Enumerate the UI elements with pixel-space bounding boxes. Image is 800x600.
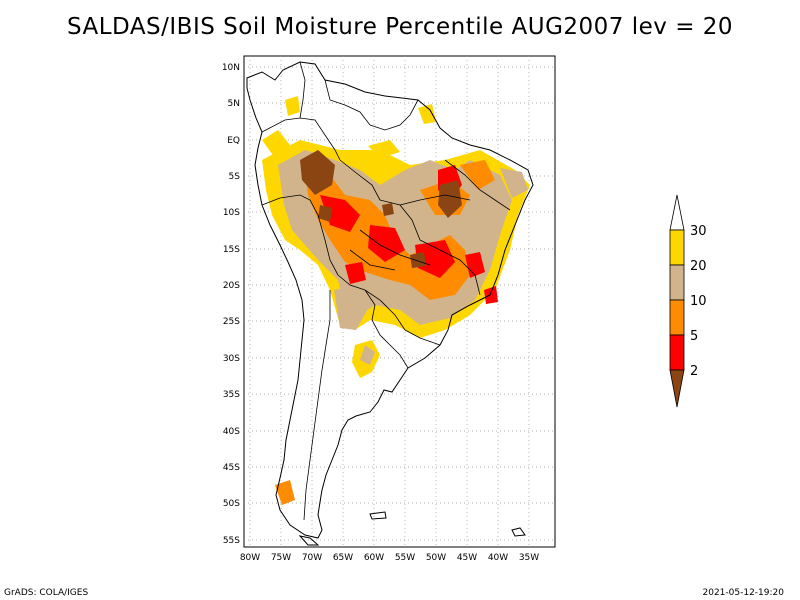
lon-label: 50W [426, 553, 446, 563]
legend-label: 5 [690, 329, 698, 344]
latitude-labels: 10N 5N EQ 5S 10S 15S 20S 25S 30S 35S 40S… [222, 63, 240, 546]
country-borders [261, 61, 511, 521]
lat-label: 35S [223, 390, 240, 400]
lat-label: EQ [227, 136, 240, 146]
legend-label: 10 [690, 294, 707, 309]
footer-credit: GrADS: COLA/IGES [4, 588, 89, 598]
legend-swatch-2-5 [669, 334, 685, 371]
footer-timestamp: 2021-05-12-19:20 [702, 588, 785, 598]
lon-label: 40W [488, 553, 508, 563]
lat-label: 40S [223, 427, 240, 437]
legend-labels: 30 20 10 5 2 [690, 224, 707, 379]
lat-label: 15S [223, 245, 240, 255]
legend-label: 20 [690, 259, 707, 274]
lon-label: 35W [519, 553, 539, 563]
legend-swatch-10-20 [669, 264, 685, 301]
lat-label: 20S [223, 281, 240, 291]
longitude-labels: 80W 75W 70W 65W 60W 55W 50W 45W 40W 35W [240, 553, 539, 563]
color-legend [669, 194, 685, 408]
lon-label: 75W [271, 553, 291, 563]
lon-label: 65W [333, 553, 353, 563]
lat-label: 30S [223, 354, 240, 364]
legend-label: 30 [690, 224, 707, 239]
lat-label: 5N [228, 99, 240, 109]
map-title: SALDAS/IBIS Soil Moisture Percentile AUG… [66, 14, 734, 40]
legend-swatch-20-30 [669, 229, 685, 266]
lat-label: 45S [223, 463, 240, 473]
legend-swatch-5-10 [669, 299, 685, 336]
lat-label: 55S [223, 536, 240, 546]
lon-label: 55W [395, 553, 415, 563]
coastline [246, 61, 534, 546]
legend-swatch-above30 [669, 194, 685, 231]
lon-label: 70W [302, 553, 322, 563]
lat-label: 5S [229, 172, 241, 182]
lon-label: 45W [457, 553, 477, 563]
legend-swatch-below2 [669, 369, 685, 408]
lon-label: 60W [364, 553, 384, 563]
legend-label: 2 [690, 364, 698, 379]
lat-label: 10S [223, 208, 240, 218]
lat-label: 50S [223, 499, 240, 509]
soil-moisture-field [262, 96, 530, 505]
lon-label: 80W [240, 553, 260, 563]
lat-label: 10N [222, 63, 240, 73]
lat-label: 25S [223, 317, 240, 327]
